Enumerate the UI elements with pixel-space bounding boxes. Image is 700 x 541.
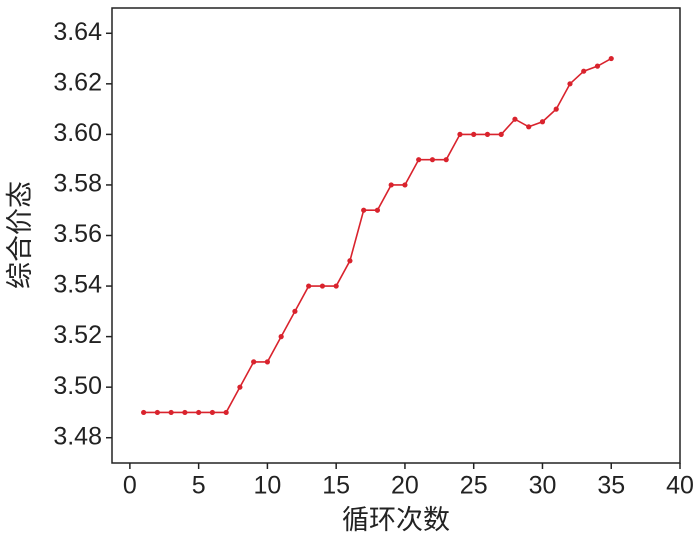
- data-point: [457, 131, 463, 137]
- data-point: [182, 409, 188, 416]
- x-tick-label: 0: [123, 472, 137, 500]
- data-point: [278, 334, 284, 340]
- data-point: [484, 131, 491, 137]
- data-point: [512, 116, 518, 122]
- data-point: [594, 63, 601, 69]
- data-point: [333, 283, 339, 289]
- y-tick-label: 3.50: [53, 372, 102, 400]
- data-point: [168, 409, 174, 416]
- data-point: [223, 409, 229, 416]
- series-line: [143, 57, 612, 414]
- x-tick-label: 40: [666, 472, 694, 500]
- data-point: [154, 409, 160, 416]
- y-tick-label: 3.48: [53, 422, 102, 450]
- data-point: [361, 207, 367, 213]
- x-tick-label: 15: [322, 472, 350, 500]
- data-point: [347, 258, 353, 264]
- data-point: [388, 182, 394, 188]
- data-point: [429, 157, 436, 163]
- x-tick-label: 30: [529, 472, 557, 500]
- y-tick-label: 3.56: [53, 220, 102, 248]
- data-point: [237, 384, 243, 390]
- x-tick-label: 10: [254, 472, 282, 500]
- y-tick-label: 3.60: [53, 119, 102, 147]
- data-point: [526, 124, 532, 130]
- y-tick-label: 3.64: [53, 18, 102, 46]
- data-point: [141, 409, 147, 416]
- data-point: [402, 182, 408, 188]
- data-point: [196, 409, 202, 416]
- x-tick-label: 5: [192, 472, 206, 500]
- y-tick-label: 3.52: [53, 321, 102, 349]
- data-point: [306, 283, 312, 289]
- data-point: [471, 131, 477, 137]
- data-point: [553, 106, 559, 112]
- y-tick-label: 3.54: [53, 271, 102, 299]
- y-tick-label: 3.62: [53, 68, 102, 96]
- data-point: [416, 157, 422, 163]
- x-tick-label: 25: [460, 472, 488, 500]
- data-point: [498, 131, 504, 137]
- data-point: [567, 81, 573, 87]
- x-tick-label: 20: [391, 472, 419, 500]
- data-point: [292, 308, 298, 314]
- data-point: [251, 359, 257, 365]
- data-point: [443, 157, 449, 163]
- y-tick-label: 3.58: [53, 170, 102, 198]
- data-point: [539, 119, 546, 125]
- y-axis-label: 综合价态: [5, 181, 35, 289]
- x-tick-label: 35: [597, 472, 625, 500]
- data-point: [581, 68, 587, 74]
- x-axis-label: 循环次数: [342, 505, 450, 535]
- data-point: [264, 359, 271, 365]
- data-point: [319, 283, 326, 289]
- data-point: [209, 409, 215, 416]
- data-point: [608, 55, 614, 62]
- data-point: [374, 207, 381, 213]
- plot-frame: [111, 7, 681, 464]
